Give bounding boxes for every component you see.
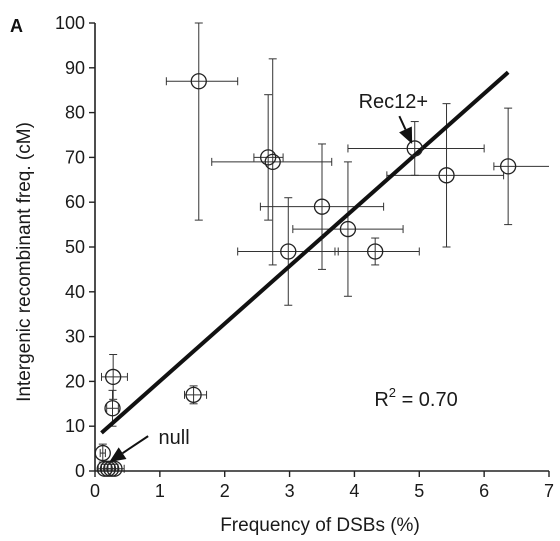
x-tick-label: 2	[220, 481, 230, 501]
point-marker	[190, 73, 207, 90]
r-squared-superscript: 2	[389, 385, 396, 400]
r-squared-base: R	[374, 389, 388, 411]
x-tick-label: 5	[414, 481, 424, 501]
arrow-head	[399, 126, 413, 144]
point-marker	[367, 243, 384, 260]
point-marker	[339, 220, 357, 238]
panel-label: A	[10, 16, 23, 36]
point-marker	[106, 460, 123, 477]
data-point-5	[493, 107, 549, 226]
point-marker	[104, 400, 121, 417]
x-tick-label: 1	[155, 481, 165, 501]
x-tick-label: 4	[349, 481, 359, 501]
y-axis-title: Intergenic recombinant freq. (cM)	[14, 122, 35, 402]
y-tick-label: 100	[55, 13, 85, 33]
point-marker	[96, 460, 113, 477]
data-point-6	[259, 143, 385, 270]
annotation-arrow	[398, 115, 413, 144]
annotation-arrow	[109, 435, 149, 463]
x-axis-title: Frequency of DSBs (%)	[220, 515, 420, 536]
annotations: Rec12+ null R2 = 0.70	[109, 91, 458, 463]
x-tick-label: 3	[285, 481, 295, 501]
annotation-rec12-: Rec12+	[359, 91, 429, 113]
data-point-3	[347, 121, 485, 176]
y-tick-label: 0	[75, 461, 85, 481]
point-marker	[406, 140, 423, 157]
data-point-12	[106, 389, 119, 427]
y-tick-label: 30	[65, 327, 85, 347]
point-marker	[280, 243, 297, 260]
x-tick-label: 6	[479, 481, 489, 501]
arrow-head	[109, 447, 127, 463]
annotation-null: null	[159, 427, 190, 449]
arrow-shaft	[398, 115, 407, 130]
data-point-9	[334, 237, 420, 266]
y-tick-label: 50	[65, 237, 85, 257]
data-point-7	[292, 161, 404, 297]
point-marker	[185, 386, 202, 403]
x-tick-label: 7	[544, 481, 554, 501]
y-tick-label: 40	[65, 282, 85, 302]
point-marker	[313, 198, 331, 215]
y-tick-label: 70	[65, 147, 85, 167]
r-squared-label: R2 = 0.70	[374, 385, 457, 411]
point-marker	[264, 153, 281, 171]
point-marker	[438, 167, 455, 184]
plot-area	[94, 22, 549, 477]
arrow-shaft	[122, 435, 149, 454]
r-squared-value: = 0.70	[396, 389, 458, 411]
data-point-2	[211, 58, 333, 266]
y-tick-label: 10	[65, 416, 85, 436]
data-point-0	[165, 22, 239, 221]
regression-line	[100, 70, 510, 435]
point-marker	[499, 158, 517, 175]
x-tick-label: 0	[90, 481, 100, 501]
point-marker	[105, 368, 122, 386]
y-tick-label: 20	[65, 371, 85, 391]
y-tick-label: 80	[65, 103, 85, 123]
y-tick-label: 90	[65, 58, 85, 78]
point-marker	[260, 149, 277, 166]
point-marker	[99, 460, 117, 477]
data-point-10	[184, 385, 208, 405]
y-tick-label: 60	[65, 192, 85, 212]
